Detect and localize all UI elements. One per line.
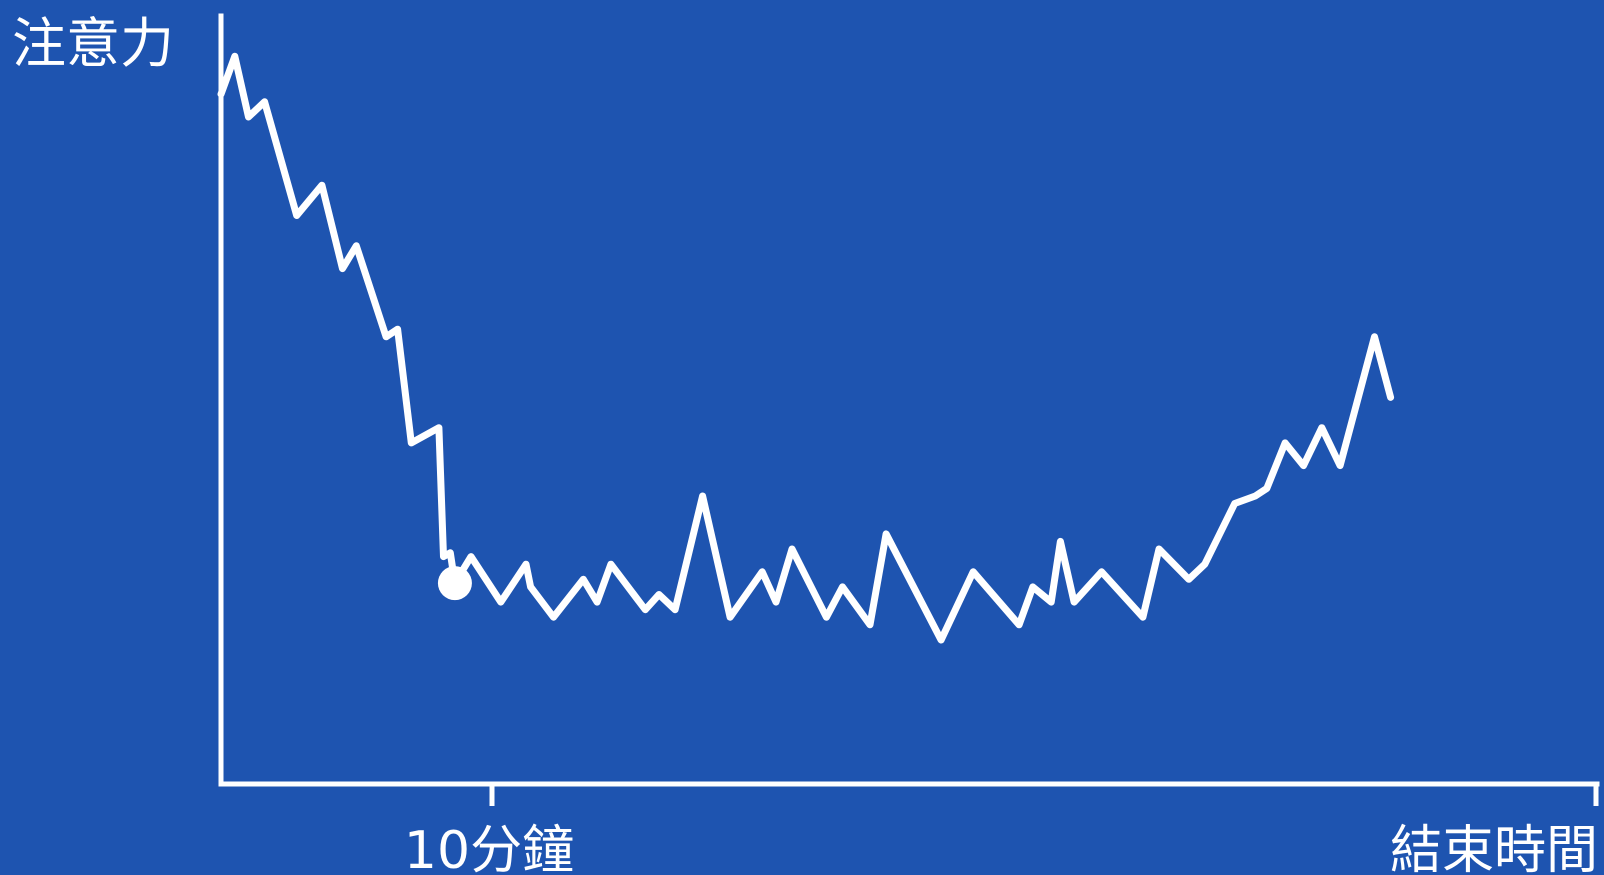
x-tick-label-10-minutes: 10分鐘 xyxy=(404,821,574,875)
ten-minute-marker-dot xyxy=(437,566,472,601)
x-tick-label-end-time: 結束時間 xyxy=(1390,821,1598,875)
y-axis-label: 注意力 xyxy=(12,12,174,75)
attention-series-line xyxy=(217,52,1395,644)
